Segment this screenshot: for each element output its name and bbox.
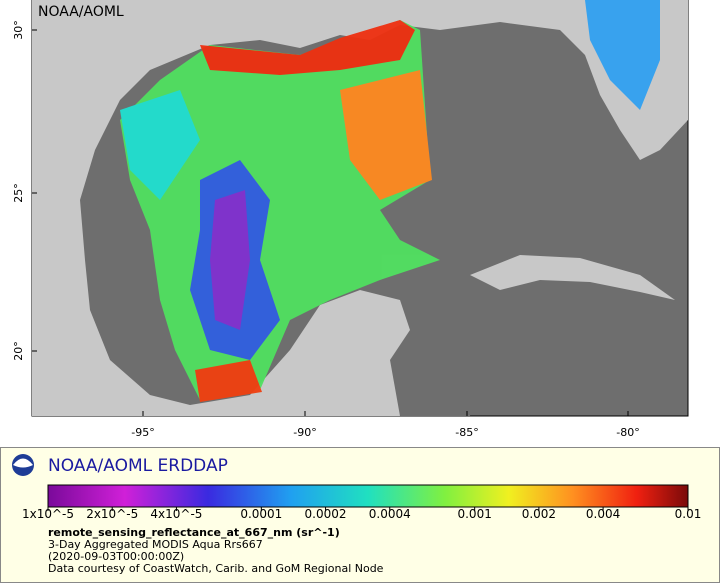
watermark: NOAA/AOML [38,4,124,20]
scale-label: 0.004 [586,507,620,521]
brand: NOAA/AOML ERDDAP [48,456,228,476]
color-bar [47,484,689,508]
y-tick-label: 30° [12,20,25,40]
scale-label: 0.0004 [369,507,411,521]
credit: Data courtesy of CoastWatch, Carib. and … [48,562,384,575]
scale-label: 0.0001 [240,507,282,521]
scale-label: 0.001 [457,507,491,521]
scale-label: 1x10^-5 [22,507,74,521]
map: NOAA/AOML [31,0,689,417]
dataset: 3-Day Aggregated MODIS Aqua Rrs667 [48,538,263,551]
scale-labels: 1x10^-5 2x10^-5 4x10^-5 0.0001 0.0002 0.0004 0… [22,507,701,521]
scale-label: 0.01 [675,507,702,521]
y-tick-label: 25° [12,183,25,203]
logo-bird [13,458,33,468]
y-tick-label: 20° [12,341,25,361]
scale-label: 0.002 [522,507,556,521]
variable: remote_sensing_reflectance_at_667_nm (sr… [48,526,340,539]
axis-ticks: 30° 25° 20° -95° -90° -85° -80° [12,20,640,439]
panel-bg [0,447,720,583]
x-tick-label: -95° [131,426,154,439]
scale-label: 2x10^-5 [86,507,138,521]
cuba [470,255,675,300]
scale-label: 4x10^-5 [150,507,202,521]
time: (2020-09-03T00:00:00Z) [48,550,184,563]
reflectance-field [120,0,660,402]
x-tick-label: -85° [455,426,478,439]
scale-label: 0.0002 [305,507,347,521]
x-tick-label: -90° [293,426,316,439]
bay [400,310,480,416]
x-tick-label: -80° [616,426,639,439]
legend-panel: NOAA/AOML ERDDAP 1x10^-5 2x10^-5 4x10^-5 0.… [0,447,720,583]
